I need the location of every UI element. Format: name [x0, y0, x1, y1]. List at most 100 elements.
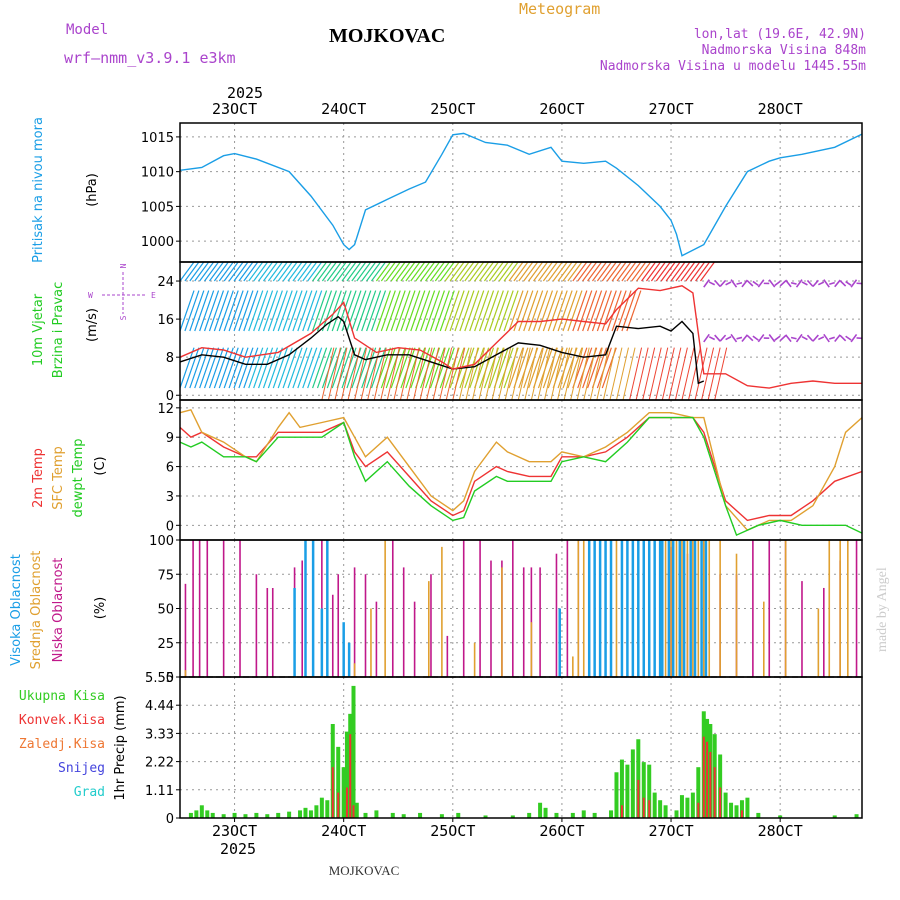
wind-barb — [371, 261, 386, 282]
ytick-label-pressure: 1010 — [141, 166, 174, 181]
wind-barb — [532, 290, 549, 332]
precip-legend: Ukupna Kisa Konvek.Kisa Zaledj.Kisa Snijeg G… — [19, 689, 105, 800]
wind-title-b: Brzina i Pravac — [51, 282, 66, 379]
upper-wind-a — [823, 279, 830, 288]
precip-total-bar — [696, 767, 701, 818]
ytick-label-temperature: 12 — [157, 402, 174, 417]
wind-barb-diag — [517, 347, 531, 401]
wind-barb — [459, 290, 475, 332]
wind-barb — [199, 261, 215, 282]
wind-barb — [439, 261, 455, 282]
wind-barb-diag — [478, 347, 492, 401]
wind-barb — [218, 261, 234, 282]
series-2m-temp — [179, 416, 863, 522]
precip-total-bar — [554, 812, 559, 818]
wind-barb — [591, 261, 607, 282]
wind-barb — [586, 347, 603, 389]
xtick-bottom: 28OCT — [758, 822, 803, 840]
wind-barb — [552, 261, 568, 282]
wind-barb — [184, 290, 200, 332]
wind-barb — [336, 261, 352, 282]
upper-wind-a — [790, 282, 797, 285]
wind-barb — [395, 290, 411, 332]
series-gust — [179, 285, 862, 389]
wind-barb-diag — [426, 347, 440, 401]
wind-barb — [208, 261, 224, 282]
precip-total-bar — [325, 800, 330, 818]
wind-barb — [420, 290, 436, 332]
wind-barb — [361, 290, 377, 332]
temp-title-a: 2m Temp — [31, 448, 46, 508]
precip-total-bar — [685, 797, 690, 818]
precip-total-bar — [510, 815, 515, 818]
xtick-top: 28OCT — [758, 100, 803, 118]
ytick-label-wind: 16 — [157, 313, 174, 328]
precip-total-bar — [456, 812, 461, 818]
precip-total-bar — [344, 731, 349, 818]
wind-barb — [420, 261, 436, 282]
wind-barb — [370, 347, 387, 389]
wind-barb — [557, 290, 573, 332]
wind-barb — [248, 261, 264, 282]
wind-barb — [454, 261, 470, 282]
upper-wind-b — [714, 334, 721, 342]
precip-total-bar — [614, 772, 619, 818]
wind-barb — [287, 261, 303, 282]
wind-barb — [483, 290, 500, 332]
ytick-label-clouds: 50 — [157, 603, 174, 618]
xtick-bottom: 26OCT — [539, 822, 584, 840]
ytick-label-precip: 0 — [166, 812, 174, 827]
precip-total-bar — [341, 767, 346, 818]
wind-barb — [562, 290, 578, 332]
wind-barb — [488, 261, 504, 282]
precip-conv-bar — [697, 802, 700, 818]
wind-barb — [424, 290, 441, 332]
wind-barb-diag — [380, 347, 394, 401]
precip-total-bar — [221, 814, 226, 818]
xtick-bottom: 23OCT — [212, 822, 257, 840]
wind-barb-diag — [602, 347, 616, 401]
ytick-label-temperature: 0 — [166, 519, 174, 534]
wind-barb — [321, 290, 337, 332]
wind-barb-diag — [393, 347, 407, 401]
wind-barb — [302, 290, 318, 332]
wind-barb — [341, 261, 357, 282]
wind-unit: (m/s) — [85, 308, 100, 342]
wind-barb — [552, 290, 568, 332]
ytick-label-temperature: 9 — [166, 431, 174, 446]
wind-barb — [474, 290, 490, 332]
wind-barb — [528, 261, 544, 282]
wind-barb-diag — [629, 347, 643, 401]
wind-barb — [351, 261, 367, 282]
wind-barb — [317, 261, 332, 282]
wind-barb-diag — [668, 347, 682, 401]
precip-conv-bar — [337, 792, 340, 818]
wind-barb-diag — [642, 347, 656, 401]
wind-barb — [297, 290, 313, 332]
wind-barb — [184, 347, 200, 389]
wind-barb — [272, 290, 288, 332]
cloud-title-low: Niska Oblacnost — [51, 558, 66, 663]
wind-barb — [302, 347, 318, 389]
wind-barb — [498, 290, 514, 332]
wind-barb — [326, 261, 342, 282]
precip-conv-bar — [349, 734, 352, 818]
wind-barb-diag — [681, 347, 695, 401]
precip-conv-bar — [719, 787, 722, 818]
ytick-label-clouds: 0 — [166, 671, 174, 686]
station-name: MOJKOVAC — [329, 25, 445, 47]
wind-barb — [238, 261, 254, 282]
wind-barb — [390, 290, 406, 332]
wind-barb — [479, 261, 495, 282]
wind-barb — [297, 347, 313, 389]
xtick-bottom: 27OCT — [648, 822, 693, 840]
wind-barb — [287, 290, 303, 332]
wind-barb-diag — [347, 347, 361, 401]
precip-conv-bar — [648, 800, 651, 818]
upper-wind-b — [818, 336, 825, 341]
wind-barb-diag — [439, 347, 453, 401]
wind-barb — [179, 347, 195, 389]
compass-north: N — [119, 263, 128, 268]
wind-barb — [405, 290, 421, 332]
wind-barb — [533, 261, 549, 282]
